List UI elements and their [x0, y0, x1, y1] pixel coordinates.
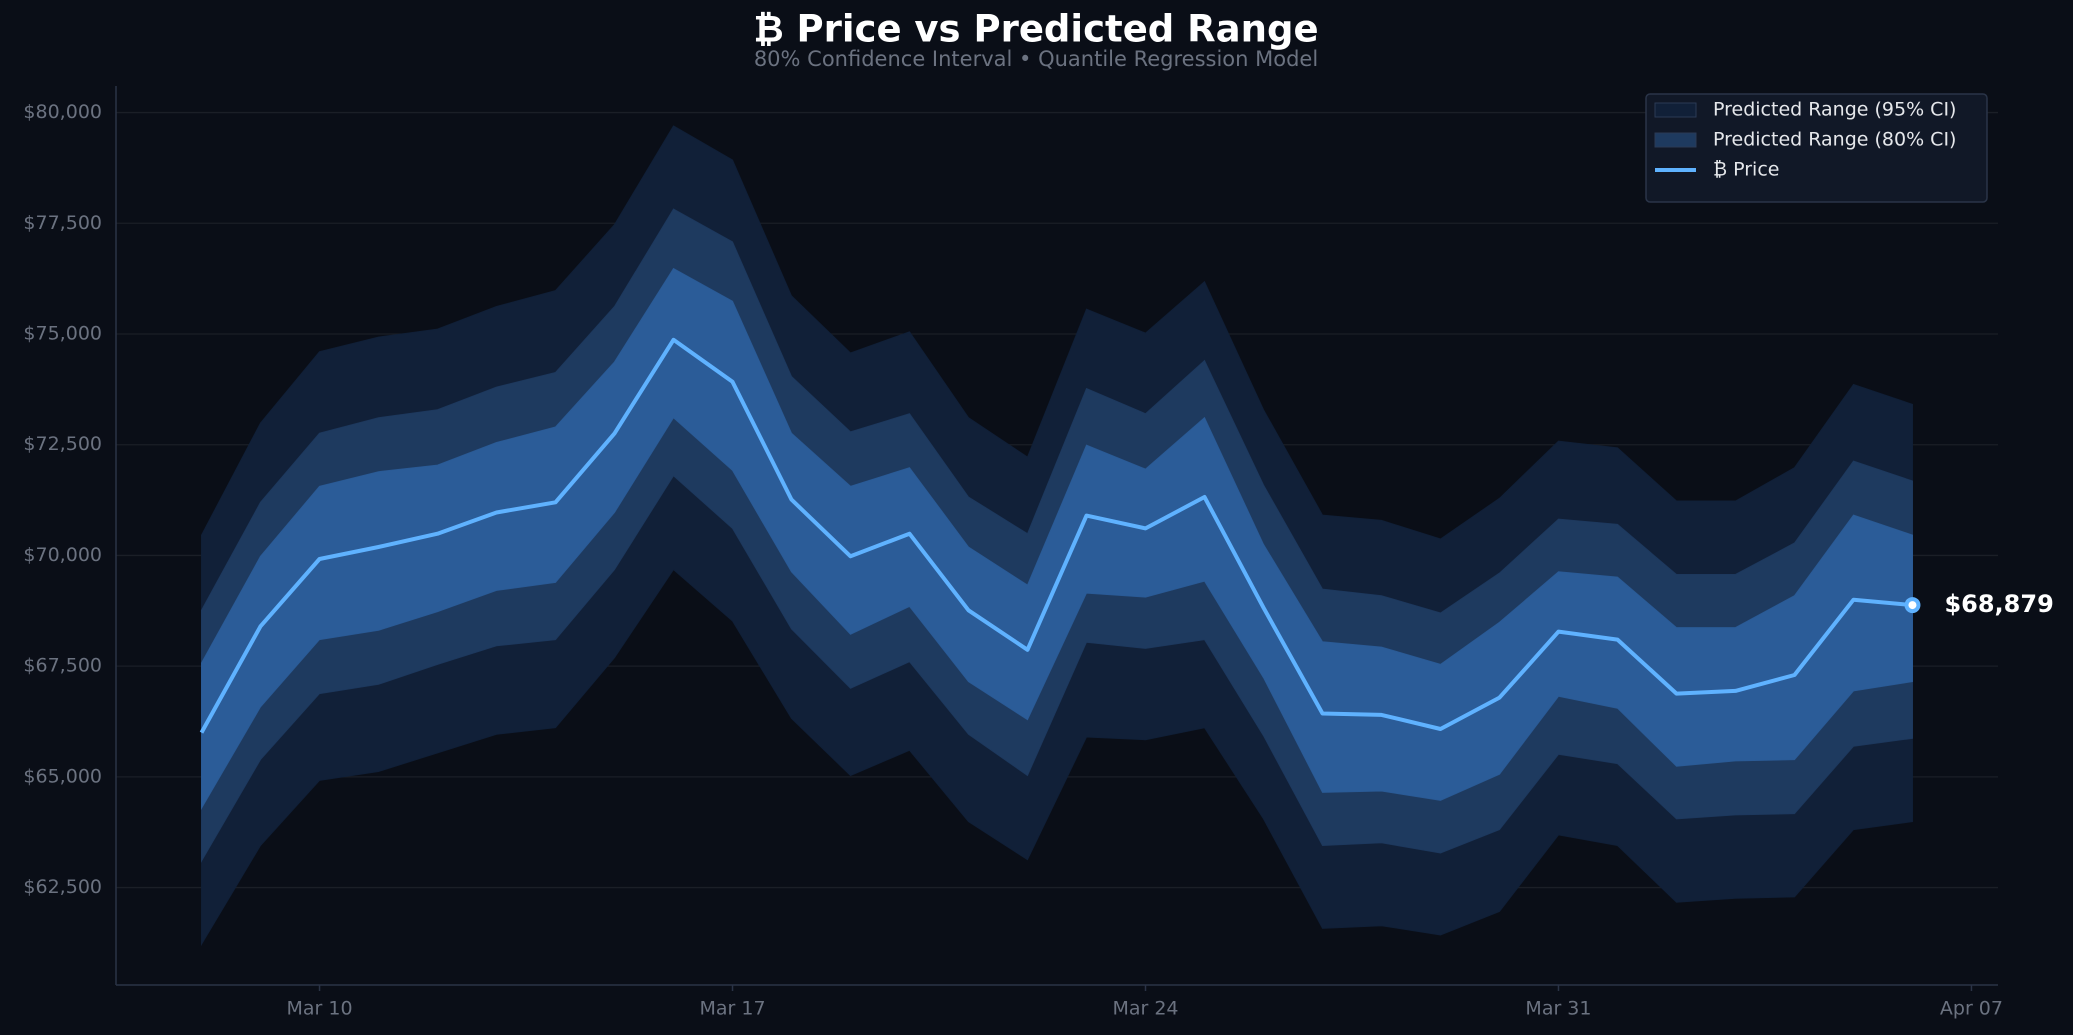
x-tick-label: Mar 24 — [1112, 998, 1178, 1020]
legend-label: Predicted Range (80% CI) — [1713, 129, 1956, 151]
legend-swatch — [1654, 132, 1697, 148]
y-tick-label: $62,500 — [23, 876, 102, 898]
end-marker-core — [1908, 601, 1917, 610]
chart-title: ₿ Price vs Predicted Range — [753, 8, 1318, 51]
confidence-band — [201, 267, 1913, 811]
y-tick-label: $75,000 — [23, 323, 102, 345]
x-tick-label: Apr 07 — [1940, 998, 2003, 1020]
x-tick-label: Mar 10 — [287, 998, 353, 1020]
y-tick-label: $77,500 — [23, 212, 102, 234]
price-line — [199, 337, 1913, 734]
y-tick-label: $72,500 — [23, 433, 102, 455]
legend-label: Predicted Range (95% CI) — [1713, 99, 1956, 121]
x-tick-label: Mar 31 — [1525, 998, 1591, 1020]
value-label: $68,879 — [1944, 590, 2053, 618]
legend-swatch — [1654, 102, 1697, 118]
y-tick-label: $67,500 — [23, 655, 102, 677]
legend-label: ₿ Price — [1713, 159, 1779, 181]
y-tick-label: $65,000 — [23, 765, 102, 787]
legend-box — [1645, 93, 1988, 203]
y-tick-label: $80,000 — [23, 101, 102, 123]
chart-subtitle: 80% Confidence Interval • Quantile Regre… — [754, 47, 1318, 71]
y-tick-label: $70,000 — [23, 544, 102, 566]
x-tick-label: Mar 17 — [699, 998, 765, 1020]
